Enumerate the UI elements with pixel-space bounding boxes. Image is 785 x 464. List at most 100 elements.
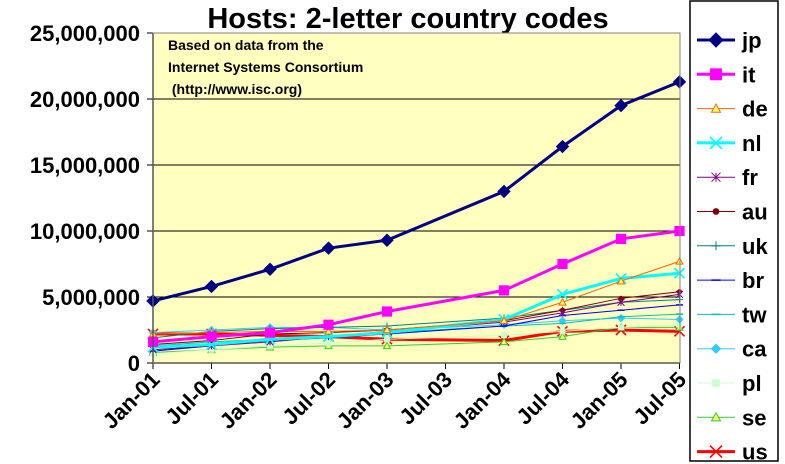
point-fr xyxy=(617,298,625,307)
point-it xyxy=(498,285,510,296)
legend-item-se: se xyxy=(697,405,766,430)
point-de xyxy=(324,326,333,335)
legend-item-nl: nl xyxy=(697,131,762,156)
gridlines xyxy=(153,32,680,298)
x-tick-label: Jan-02 xyxy=(215,367,282,434)
legend-item-uk: uk xyxy=(697,234,768,259)
x-axis-ticks: Jan-01Jul-01Jan-02Jul-02Jan-03Jul-03Jan-… xyxy=(98,363,691,434)
point-jp xyxy=(555,139,570,154)
legend-marker xyxy=(711,172,721,183)
point-it xyxy=(381,306,393,317)
point-de xyxy=(382,325,392,334)
legend-item-de: de xyxy=(697,97,768,122)
point-pl xyxy=(559,328,566,335)
legend-marker xyxy=(708,32,724,48)
x-tick-label: Jan-04 xyxy=(449,366,517,434)
legend-item-pl: pl xyxy=(697,371,762,396)
legend-marker xyxy=(710,343,722,354)
point-pl xyxy=(501,332,507,339)
legend-marker xyxy=(710,68,722,81)
point-pl xyxy=(618,324,624,331)
point-fr xyxy=(558,308,567,317)
x-marker-stroke xyxy=(709,136,723,150)
chart-title: Hosts: 2-letter country codes xyxy=(207,3,608,35)
legend-label: se xyxy=(742,405,766,430)
point-jp xyxy=(614,98,628,113)
x-tick-label: Jul-02 xyxy=(277,367,340,430)
legend-item-ca: ca xyxy=(697,337,767,362)
point-jp xyxy=(263,262,277,276)
legend-label: de xyxy=(742,97,768,122)
legend-item-fr: fr xyxy=(697,165,758,190)
y-tick-label: 15,000,000 xyxy=(30,153,140,178)
point-it xyxy=(557,258,568,270)
point-ca xyxy=(558,316,567,325)
legend-marker xyxy=(709,445,723,459)
x-tick-label: Jan-05 xyxy=(566,367,633,434)
point-de xyxy=(558,297,567,306)
legend-label: br xyxy=(742,268,764,293)
point-nl xyxy=(556,288,569,300)
y-axis-ticks: 0 5,000,000 10,000,000 15,000,000 20,000,000… xyxy=(30,21,153,376)
annotation-line-1: Based on data from the xyxy=(168,37,324,53)
annotation-line-2: Internet Systems Consortium xyxy=(168,59,363,75)
legend-marker xyxy=(709,136,723,150)
y-tick-label: 10,000,000 xyxy=(30,219,140,244)
legend: jp it de nl fr au uk br tw ca pl se us xyxy=(689,0,779,464)
point-jp xyxy=(380,233,394,247)
point-se xyxy=(499,337,509,346)
y-tick-label: 0 xyxy=(128,351,140,376)
plot-area xyxy=(153,33,680,363)
legend-item-br: br xyxy=(697,268,764,293)
point-jp xyxy=(204,279,219,294)
legend-label: fr xyxy=(742,165,758,190)
legend-label: ca xyxy=(742,337,767,362)
legend-item-it: it xyxy=(697,62,756,87)
x-marker-stroke xyxy=(556,288,569,300)
legend-label: au xyxy=(742,200,768,225)
axes xyxy=(152,32,681,364)
annotation-line-3: (http://www.isc.org) xyxy=(168,81,302,97)
legend-label: uk xyxy=(742,234,768,259)
legend-item-jp: jp xyxy=(697,28,762,53)
point-pl xyxy=(384,336,390,343)
point-se xyxy=(558,332,567,340)
legend-marker xyxy=(711,241,721,251)
point-it xyxy=(323,319,334,330)
legend-label: pl xyxy=(742,371,762,396)
legend-marker xyxy=(710,103,722,113)
point-it xyxy=(206,331,217,342)
legend-marker xyxy=(710,411,722,422)
legend-label: jp xyxy=(741,28,762,53)
x-tick-label: Jan-03 xyxy=(332,367,399,434)
x-tick-label: Jul-01 xyxy=(160,367,223,430)
legend-label: it xyxy=(742,62,756,87)
point-pl xyxy=(267,342,273,349)
point-jp xyxy=(321,241,336,255)
legend-item-tw: tw xyxy=(697,302,767,327)
point-au xyxy=(618,295,624,301)
point-de xyxy=(499,316,509,325)
legend-marker xyxy=(712,379,720,387)
legend-label: us xyxy=(742,440,768,464)
y-tick-label: 5,000,000 xyxy=(42,285,140,310)
legend-label: tw xyxy=(742,302,767,327)
x-marker-stroke xyxy=(709,445,723,459)
x-tick-label: Jan-01 xyxy=(98,367,165,434)
series-jp xyxy=(146,75,687,308)
source-annotation: Based on data from the Internet Systems … xyxy=(168,37,363,97)
legend-item-au: au xyxy=(697,200,768,225)
point-jp xyxy=(497,184,511,199)
legend-box xyxy=(689,0,779,462)
x-tick-label: Jul-05 xyxy=(628,367,691,430)
x-tick-label: Jul-04 xyxy=(511,366,574,429)
y-tick-label: 25,000,000 xyxy=(30,21,140,46)
point-it xyxy=(264,327,276,338)
point-se xyxy=(382,341,392,350)
point-pl xyxy=(208,346,215,353)
x-tick-label: Jul-03 xyxy=(394,367,457,430)
point-de xyxy=(616,276,626,285)
plot-border xyxy=(152,32,681,364)
